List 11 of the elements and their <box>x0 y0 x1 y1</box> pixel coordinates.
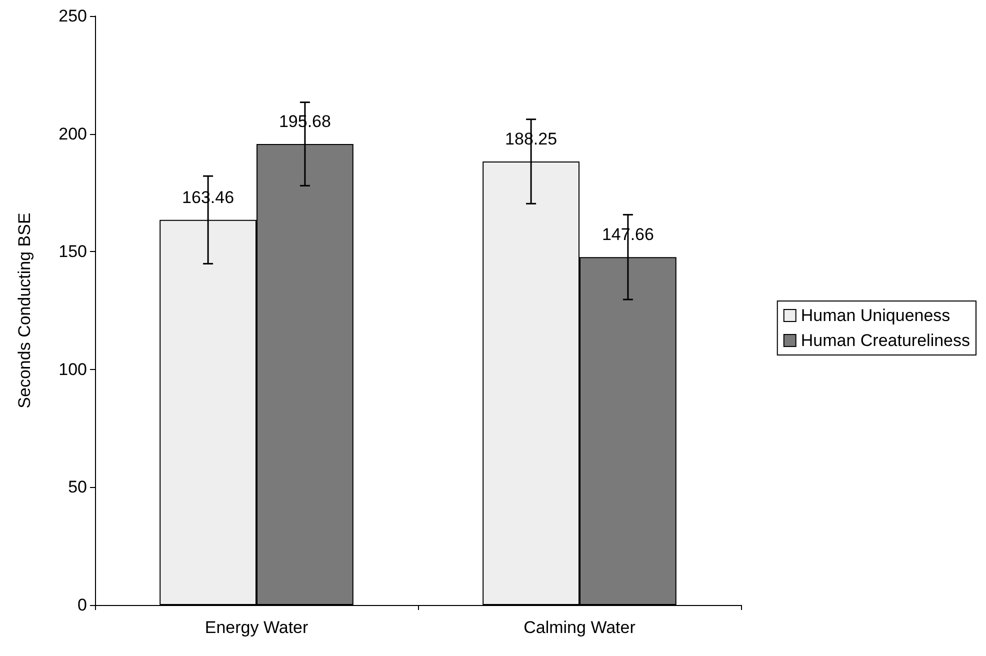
y-tick-label: 200 <box>58 124 87 144</box>
y-axis-title: Seconds Conducting BSE <box>15 212 34 408</box>
y-tick-label: 100 <box>58 360 87 379</box>
legend-label: Human Uniqueness <box>800 306 950 325</box>
y-tick-label: 250 <box>58 6 87 26</box>
y-tick-label: 150 <box>58 242 87 262</box>
x-tick-label: Calming Water <box>524 618 636 637</box>
legend-label: Human Creatureliness <box>800 331 970 350</box>
x-tick-label: Energy Water <box>204 618 308 637</box>
y-tick-label: 0 <box>78 596 87 614</box>
y-tick-label: 50 <box>68 478 87 497</box>
